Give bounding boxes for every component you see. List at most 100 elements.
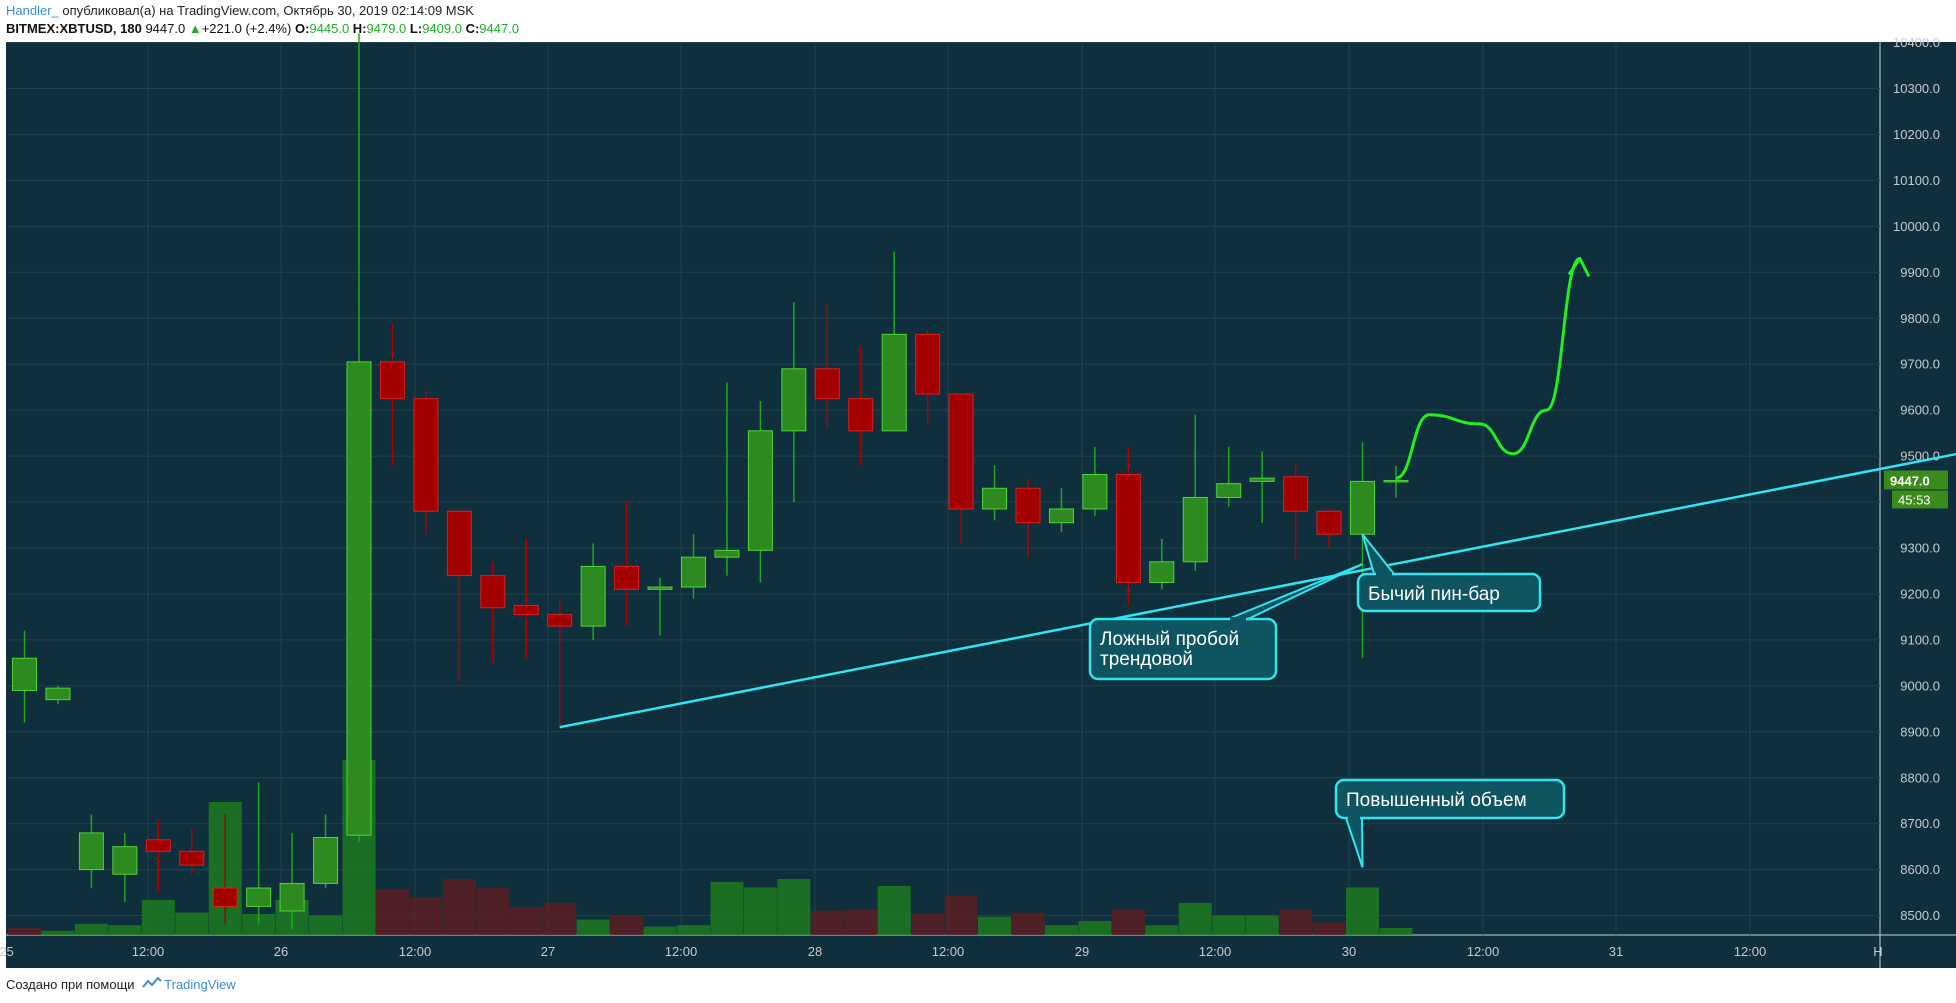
candle	[379, 322, 405, 466]
candle	[446, 510, 472, 682]
candle	[1316, 508, 1342, 548]
volume-bar	[1346, 887, 1379, 935]
volume-bar	[1279, 909, 1313, 935]
candle-body	[45, 687, 71, 701]
callout-box	[1334, 778, 1566, 820]
candle-body	[714, 549, 740, 558]
callout-box	[1356, 572, 1542, 613]
volume-bar	[877, 886, 911, 935]
volume-bar	[844, 909, 878, 935]
candle	[513, 538, 539, 659]
last-price: 9447.0	[145, 21, 186, 36]
volume-bar	[175, 912, 209, 935]
volume-bar	[710, 881, 744, 935]
callout-high-volume: Повышенный объем	[1334, 778, 1566, 868]
candle-body	[413, 398, 439, 512]
volume-bar	[141, 900, 175, 935]
volume-bar	[643, 926, 677, 935]
candle-body	[1216, 483, 1242, 498]
candle	[246, 782, 272, 925]
change-up-icon: ▲	[188, 21, 202, 36]
author-link[interactable]: Handler_	[6, 3, 59, 18]
candle-body	[1182, 496, 1208, 563]
candle	[1048, 488, 1074, 532]
price-tick-label: 10200.0	[1893, 127, 1940, 142]
tradingview-link[interactable]: TradingView	[164, 977, 236, 992]
price-tag	[1884, 470, 1948, 490]
volume-bar	[442, 879, 476, 935]
candle	[1350, 442, 1375, 659]
created-with-text: Создано при помощи	[6, 977, 135, 992]
price-tick-label: 9600.0	[1900, 403, 1940, 418]
candle	[279, 832, 305, 930]
volume-bar	[1111, 909, 1145, 935]
price-tick-label: 10100.0	[1893, 173, 1940, 188]
candle	[881, 251, 907, 432]
candle-body	[1383, 479, 1409, 483]
candle	[1283, 462, 1309, 560]
candle	[647, 577, 673, 636]
volume-bar	[1212, 915, 1246, 935]
countdown-tag	[1892, 490, 1948, 509]
price-tick-label: 8900.0	[1900, 724, 1940, 739]
close-value: 9447.0	[479, 21, 520, 36]
price-tick-label: 9700.0	[1900, 357, 1940, 372]
volume-bar	[375, 888, 409, 935]
candle	[948, 393, 974, 544]
candle-body	[547, 614, 573, 627]
candle-body	[982, 487, 1008, 510]
arrow-head-icon	[1567, 257, 1591, 278]
candle-body	[747, 430, 773, 551]
volume-bar	[1312, 922, 1346, 935]
candle	[814, 304, 840, 429]
ohlc-legend: BITMEX:XBTUSD, 180 9447.0 ▲+221.0 (+2.4%…	[6, 21, 519, 36]
candle-body	[1249, 477, 1275, 482]
price-tag-value: 9447.0	[1890, 473, 1930, 488]
publish-info: Handler_ опубликовал(а) на TradingView.c…	[6, 3, 474, 18]
candle	[212, 814, 238, 925]
candle-body	[446, 510, 472, 577]
price-tick-label: 8600.0	[1900, 862, 1940, 877]
time-tick-label: 30	[1342, 944, 1356, 959]
price-tick-label: 8800.0	[1900, 770, 1940, 785]
high-label: H:	[352, 21, 367, 36]
price-tick-label: 9100.0	[1900, 632, 1940, 647]
published-text: опубликовал(а) на TradingView.com, Октяб…	[58, 3, 474, 18]
candles	[12, 33, 1409, 930]
footer-credit: Создано при помощи TradingView	[6, 976, 236, 994]
price-tick-label: 8500.0	[1900, 908, 1940, 923]
candle-body	[179, 850, 205, 866]
candle	[145, 819, 171, 893]
candle-body	[145, 839, 171, 852]
volume-bar	[1379, 928, 1413, 935]
candle-body	[480, 575, 506, 609]
countdown-value: 45:53	[1898, 492, 1931, 507]
candle	[1216, 446, 1242, 507]
time-tick-label: 12:00	[665, 944, 698, 959]
volume-bar	[1178, 902, 1212, 935]
candle	[1149, 538, 1175, 590]
candle	[45, 685, 71, 705]
candle-body	[379, 361, 405, 400]
candle-body	[814, 368, 840, 400]
time-tick-label: 26	[274, 944, 288, 959]
callout-pointer	[1227, 563, 1363, 620]
time-axis-pane	[6, 935, 1956, 968]
time-tick-label: Н	[1873, 944, 1882, 959]
candle	[78, 814, 104, 889]
candle	[714, 382, 740, 576]
callout-text: Ложный пробой	[1100, 629, 1239, 650]
candle	[480, 561, 506, 663]
candle	[413, 391, 439, 535]
candle	[614, 502, 640, 627]
candle-body	[848, 398, 874, 432]
candle	[1182, 414, 1208, 571]
candle-body	[1015, 487, 1041, 524]
low-label: L:	[409, 21, 423, 36]
callout-pointer	[1345, 817, 1364, 868]
volume-bar	[74, 923, 108, 935]
volume-bar	[509, 907, 543, 935]
candle	[848, 345, 874, 466]
volume-bar	[911, 914, 945, 935]
